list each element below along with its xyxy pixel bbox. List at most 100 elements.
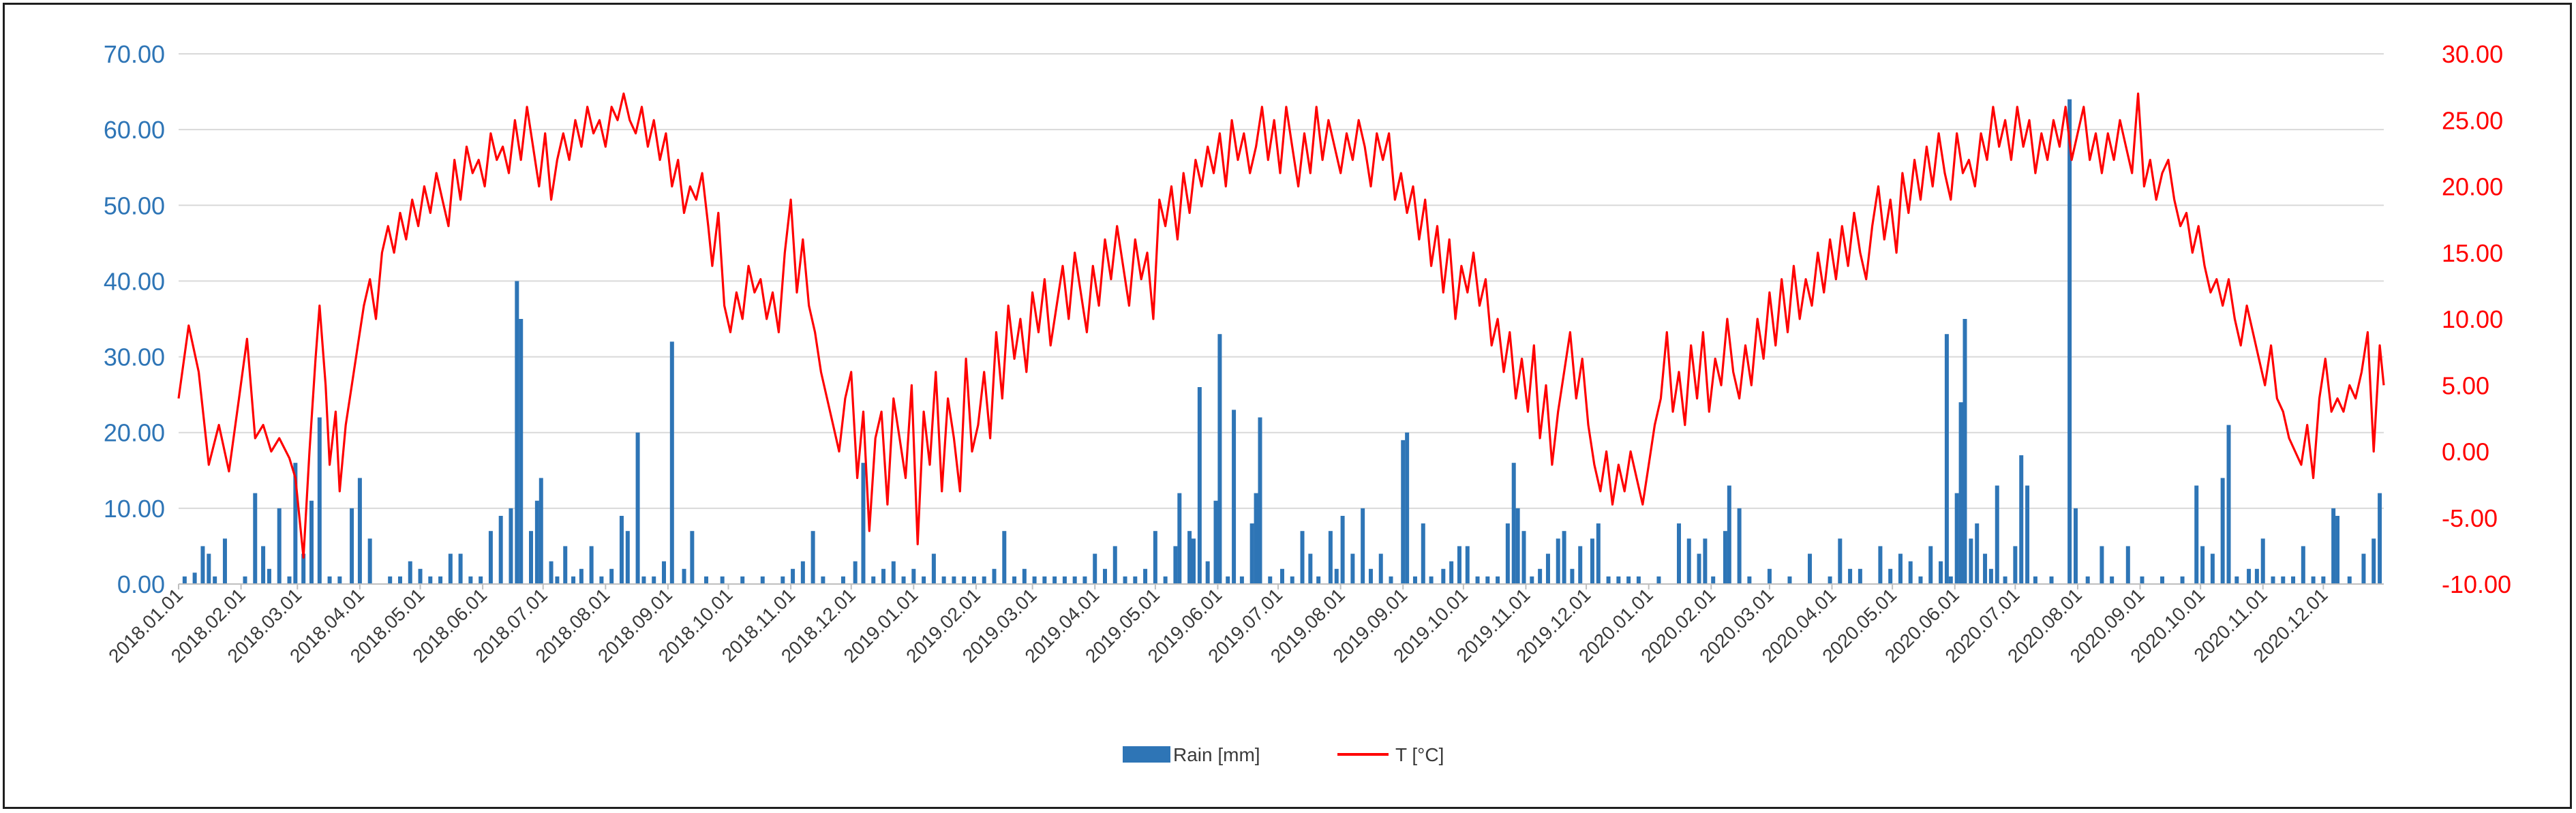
rain-bar: [301, 553, 306, 584]
rain-bar: [1378, 553, 1383, 584]
rain-bar: [1112, 546, 1117, 584]
rain-bar: [2073, 508, 2078, 584]
rain-bar: [309, 500, 314, 584]
rain-bar: [1521, 531, 1526, 584]
rain-bar: [1239, 576, 1244, 584]
rain-bar: [1143, 568, 1148, 584]
rain-bar: [563, 546, 568, 584]
rain-bar: [1328, 531, 1333, 584]
rain-bar: [1676, 523, 1681, 584]
rain-bar: [941, 576, 946, 584]
rain-bar: [2372, 538, 2376, 584]
rain-bar: [1350, 553, 1355, 584]
rain-bar: [619, 515, 624, 584]
rain-bar: [222, 538, 227, 584]
rain-bar: [1545, 553, 1550, 584]
rain-bar: [1963, 319, 1967, 584]
rain-bar: [388, 576, 393, 584]
rain-bar: [509, 508, 513, 584]
rain-bar: [1062, 576, 1067, 584]
left-tick-label: 40.00: [104, 267, 165, 295]
rain-bar: [641, 576, 646, 584]
legend-temp-label: T [°C]: [1395, 744, 1444, 765]
rain-bar: [962, 576, 967, 584]
rain-bar: [1737, 508, 1742, 584]
rain-bar: [1401, 440, 1406, 584]
x-axis-ticks: 2018.01.012018.02.012018.03.012018.04.01…: [104, 584, 2332, 666]
rain-bar: [1334, 568, 1339, 584]
rain-bar: [579, 568, 584, 584]
rain-bar: [810, 531, 815, 584]
rain-bar: [534, 500, 539, 584]
rain-bar: [2291, 576, 2296, 584]
rain-bar: [1556, 538, 1560, 584]
rain-bar: [931, 553, 936, 584]
rain-bar: [2210, 553, 2215, 584]
rain-bar: [821, 576, 825, 584]
rain-bar: [1163, 576, 1168, 584]
rain-bar: [840, 576, 845, 584]
rain-bar: [1465, 546, 1470, 584]
rain-bar: [2271, 576, 2275, 584]
rain-bar: [1475, 576, 1480, 584]
rain-bar: [2247, 568, 2252, 584]
rain-bar: [1405, 432, 1410, 584]
rain-bar: [438, 576, 443, 584]
rain-bar: [287, 576, 292, 584]
rain-bar: [1626, 576, 1631, 584]
temperature-line: [177, 92, 2385, 559]
rain-bar: [418, 568, 423, 584]
rain-bar: [720, 576, 725, 584]
rain-bar: [1258, 417, 1262, 584]
rain-bar: [1290, 576, 1294, 584]
rain-bar: [1226, 576, 1230, 584]
left-tick-label: 70.00: [104, 40, 165, 68]
rain-bar: [881, 568, 886, 584]
rain-bar: [293, 463, 298, 584]
rain-bar: [1300, 531, 1305, 584]
rain-bar: [468, 576, 473, 584]
rain-bar: [1032, 576, 1037, 584]
rain-bar: [982, 576, 986, 584]
rain-bar: [1590, 538, 1594, 584]
rain-bar: [2331, 508, 2336, 584]
rain-bar: [1636, 576, 1641, 584]
rain-bar: [2301, 546, 2305, 584]
right-tick-label: 15.00: [2442, 239, 2503, 267]
rain-bar: [1197, 387, 1202, 584]
rain-bar: [539, 478, 543, 584]
rain-bar: [277, 508, 282, 584]
rain-bar: [1918, 576, 1923, 584]
rain-bar: [458, 553, 463, 584]
rain-bar: [1948, 576, 1953, 584]
rain-bar: [1279, 568, 1284, 584]
left-tick-label: 30.00: [104, 343, 165, 371]
rain-bar: [1429, 576, 1434, 584]
rain-bar: [1723, 531, 1727, 584]
rain-bar: [669, 341, 674, 584]
rain-bar: [243, 576, 247, 584]
rain-bar: [861, 463, 866, 584]
gridlines: [179, 53, 2384, 585]
legend: Rain [mm] T [°C]: [1123, 744, 1444, 765]
rain-bar: [1983, 553, 1988, 584]
rain-bar: [704, 576, 709, 584]
rain-bar: [1697, 553, 1701, 584]
rain-bar: [1908, 561, 1913, 584]
right-tick-label: 20.00: [2442, 173, 2503, 201]
right-tick-label: 0.00: [2442, 438, 2489, 466]
rain-bar: [1187, 531, 1192, 584]
rain-bar: [1361, 508, 1365, 584]
rain-bar: [1858, 568, 1862, 584]
rain-bar: [2260, 538, 2265, 584]
rain-bar: [1838, 538, 1843, 584]
rain-bar: [1232, 410, 1237, 584]
rain-bar: [690, 531, 695, 584]
rain-bar: [192, 572, 197, 584]
rain-bar: [1570, 568, 1575, 584]
rain-bar: [1022, 568, 1027, 584]
rain-bar: [1975, 523, 1980, 584]
rain-bar: [367, 538, 372, 584]
rain-bar: [479, 576, 483, 584]
rain-bar: [652, 576, 656, 584]
